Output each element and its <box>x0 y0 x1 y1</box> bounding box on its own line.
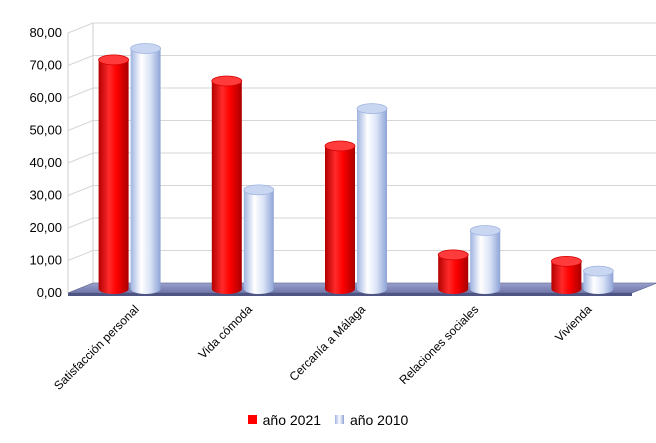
floor-edge <box>68 293 632 296</box>
bar-series-2-2 <box>243 184 275 294</box>
y-axis-tick-labels: 0,00 10,00 20,00 30,00 40,00 50,00 60,00 70,00 8… <box>29 25 62 300</box>
y-tick-label: 40,00 <box>29 155 62 170</box>
side-gridline <box>67 55 94 66</box>
bar-body <box>470 230 501 294</box>
bar-body <box>243 189 274 294</box>
bar-body <box>325 146 355 294</box>
bar-cap <box>211 75 243 87</box>
bar-body <box>130 48 161 294</box>
x-category-label: Satisfacción personal <box>51 302 142 393</box>
bar-series-1-5 <box>551 255 582 294</box>
side-gridline <box>67 250 94 261</box>
legend-item-series-2: año 2010 <box>334 411 409 428</box>
bar-cap <box>243 184 275 196</box>
y-tick-label: 10,00 <box>29 253 62 268</box>
legend-swatch-series-2 <box>334 415 344 424</box>
bar-cap <box>324 140 356 152</box>
legend-label-series-2: año 2010 <box>349 411 409 428</box>
bar-series-1-4 <box>437 249 469 294</box>
bar-series-1-1 <box>98 54 129 294</box>
bar-body <box>211 81 242 294</box>
bar-series-1-3 <box>324 140 356 294</box>
bar-cap <box>356 103 388 115</box>
bar-body <box>98 59 129 294</box>
bar-series-2-4 <box>469 225 501 294</box>
side-gridline <box>67 217 94 229</box>
x-category-label: Relaciones sociales <box>396 302 481 387</box>
bar-cap <box>98 54 129 66</box>
y-tick-label: 50,00 <box>29 123 62 138</box>
bar-series-2-3 <box>356 103 388 294</box>
bar-cap <box>469 225 501 236</box>
y-tick-label: 0,00 <box>37 285 62 300</box>
x-category-label: Cercanía a Málaga <box>287 302 369 384</box>
legend-swatch-series-1 <box>247 415 257 424</box>
bar-series-2-5 <box>583 265 614 294</box>
y-tick-label: 60,00 <box>29 90 62 105</box>
side-gridline <box>67 87 94 99</box>
bar-cap <box>551 255 582 267</box>
bar-series-1-2 <box>211 75 243 294</box>
bar-body <box>438 254 469 294</box>
bar-body <box>357 108 387 294</box>
bar-body <box>583 271 614 294</box>
bar-cap <box>130 43 162 54</box>
side-gridline <box>67 120 94 131</box>
bar-series-2-1 <box>130 43 162 294</box>
legend-item-series-1: año 2021 <box>247 411 322 428</box>
y-tick-label: 70,00 <box>29 58 62 73</box>
x-category-label: Vivienda <box>552 302 595 345</box>
y-tick-label: 30,00 <box>29 188 62 203</box>
bar-cap <box>437 249 469 261</box>
y-tick-label: 80,00 <box>29 25 62 40</box>
bar-cap <box>583 265 614 277</box>
side-gridline <box>67 185 94 196</box>
x-category-label: Vida cómoda <box>196 302 256 362</box>
side-gridline <box>67 152 94 164</box>
side-gridline <box>67 22 94 34</box>
bar-body <box>551 261 582 294</box>
bars <box>98 43 614 294</box>
x-axis-category-labels: Satisfacción personal Vida cómoda Cercanía… <box>51 302 595 393</box>
legend: año 2021 año 2010 <box>0 411 656 428</box>
y-tick-label: 20,00 <box>29 220 62 235</box>
legend-label-series-1: año 2021 <box>262 411 322 428</box>
